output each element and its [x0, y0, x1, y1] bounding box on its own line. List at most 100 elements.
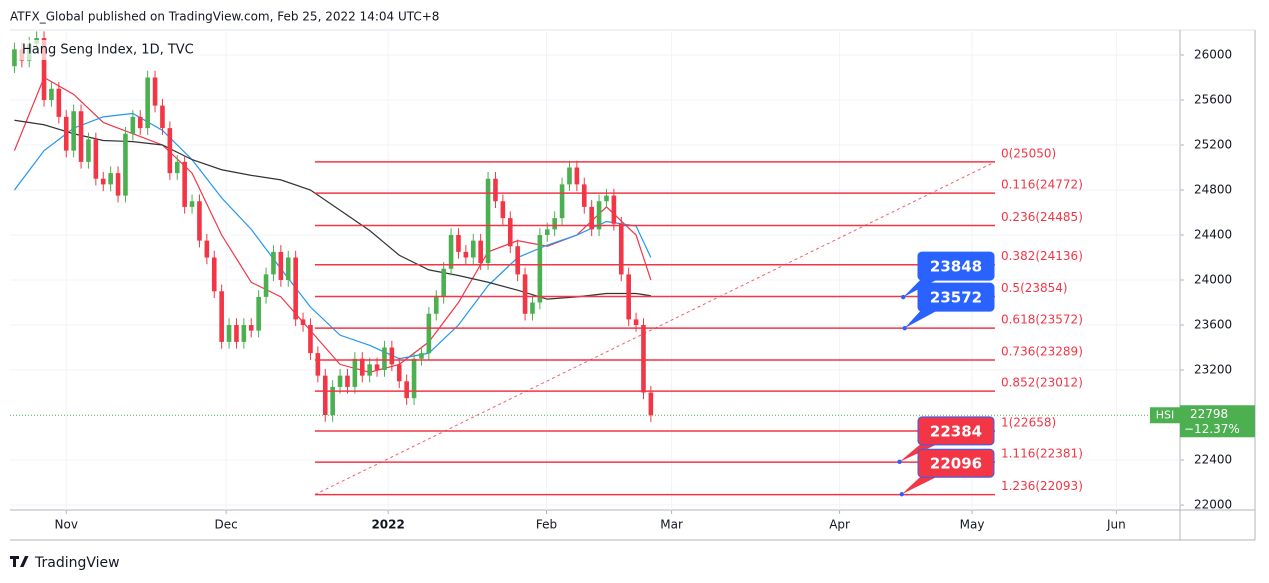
- candle-body: [263, 274, 269, 297]
- publisher-header: ATFX_Global published on TradingView.com…: [10, 10, 439, 24]
- y-tick-label: 22000: [1194, 498, 1232, 512]
- candle-body: [441, 268, 446, 297]
- brand-logo: TradingView: [10, 555, 120, 571]
- callout-box: [917, 416, 995, 446]
- candle-body: [71, 111, 76, 151]
- candle-body: [189, 201, 195, 207]
- y-tick-label: 25200: [1194, 137, 1232, 151]
- fib-label: 0.5(23854): [1001, 281, 1068, 295]
- y-tick-label: 24800: [1194, 183, 1232, 197]
- candle-body: [404, 381, 409, 399]
- candle-body: [493, 178, 498, 202]
- callout-box: [917, 251, 995, 281]
- y-tick-label: 24000: [1194, 273, 1232, 287]
- candle-body: [182, 161, 187, 207]
- candle-body: [300, 319, 306, 326]
- moving-average: [14, 119, 651, 300]
- candle-body: [382, 347, 387, 371]
- candle-body: [419, 353, 424, 359]
- candle-body: [544, 229, 550, 236]
- symbol-tag: [1150, 407, 1180, 424]
- candle-body: [515, 246, 520, 275]
- candle-body: [322, 375, 328, 416]
- candle-body: [278, 251, 284, 281]
- candle-body: [396, 364, 402, 382]
- y-tick-label: 25600: [1194, 92, 1232, 106]
- candle-body: [641, 325, 646, 393]
- logo-icon: [10, 556, 29, 567]
- y-tick-label: 23200: [1194, 363, 1232, 377]
- candle-body: [611, 195, 617, 224]
- chart-title: Hang Seng Index, 1D, TVC: [22, 43, 194, 58]
- callout-pointer: [904, 309, 940, 329]
- fib-label: 1.236(22093): [1001, 479, 1083, 493]
- candle-body: [618, 223, 624, 275]
- callout-pointer: [901, 475, 940, 495]
- candle-body: [160, 105, 165, 129]
- candle-body: [485, 178, 491, 264]
- callout-label: 22096: [930, 455, 982, 473]
- candle-body: [219, 291, 224, 342]
- callout-point: [897, 459, 902, 465]
- x-tick-label: 2022: [371, 518, 404, 532]
- y-tick-label: 24400: [1194, 228, 1232, 242]
- fib-label: 1(22658): [1001, 416, 1056, 430]
- candle-body: [56, 88, 62, 117]
- candle-body: [167, 128, 173, 174]
- candle-body: [49, 88, 54, 100]
- candle-body: [100, 178, 106, 185]
- callout-label: 22384: [930, 422, 982, 440]
- callout-box: [917, 448, 995, 478]
- callout-label: 23848: [930, 258, 982, 276]
- candle-body: [315, 353, 321, 376]
- candle-body: [604, 195, 609, 202]
- candle-body: [433, 296, 439, 314]
- y-tick-label: 22400: [1194, 453, 1232, 467]
- fib-label: 0.736(23289): [1001, 345, 1083, 359]
- candle-body: [648, 392, 654, 416]
- fib-label: 0.116(24772): [1001, 178, 1083, 192]
- fib-label: 0.852(23012): [1001, 376, 1083, 390]
- fib-label: 0.236(24485): [1001, 210, 1083, 224]
- candle-body: [500, 201, 506, 219]
- candle-body: [204, 240, 210, 258]
- candle-body: [426, 313, 432, 354]
- candle-body: [123, 133, 128, 196]
- candle-body: [12, 49, 17, 67]
- candle-body: [456, 235, 461, 252]
- brand-name: TradingView: [34, 555, 120, 571]
- candle-body: [63, 116, 69, 151]
- candle-body: [174, 161, 180, 174]
- candle-body: [411, 358, 417, 399]
- candle-body: [78, 111, 84, 162]
- candle-body: [234, 325, 239, 342]
- callout-point: [902, 325, 907, 331]
- x-tick-label: Mar: [660, 518, 683, 532]
- moving-average: [13, 76, 652, 373]
- x-tick-label: Feb: [536, 518, 557, 532]
- x-tick-label: Jun: [1106, 518, 1126, 532]
- fib-label: 0.618(23572): [1001, 313, 1083, 327]
- grid: [10, 30, 1180, 510]
- fib-label: 1.116(22381): [1001, 447, 1083, 461]
- candle-body: [507, 218, 513, 247]
- y-tick-label: 26000: [1194, 47, 1232, 61]
- price-label: 22798: [1190, 407, 1228, 421]
- candle-body: [537, 235, 543, 303]
- candle-body: [271, 251, 276, 275]
- candle-body: [581, 184, 587, 207]
- candle-body: [285, 257, 291, 281]
- callout-box: [917, 282, 995, 312]
- candle-body: [108, 173, 113, 185]
- candle-body: [559, 184, 565, 219]
- fib-label: 0.382(24136): [1001, 249, 1083, 263]
- symbol-label: HSI: [1156, 408, 1175, 421]
- candle-body: [359, 358, 365, 376]
- callout-label: 23572: [930, 289, 982, 307]
- candle-body: [478, 240, 483, 264]
- candle-body: [574, 167, 580, 185]
- callout-point: [901, 294, 906, 300]
- candle-body: [448, 235, 454, 269]
- candle-body: [589, 206, 594, 230]
